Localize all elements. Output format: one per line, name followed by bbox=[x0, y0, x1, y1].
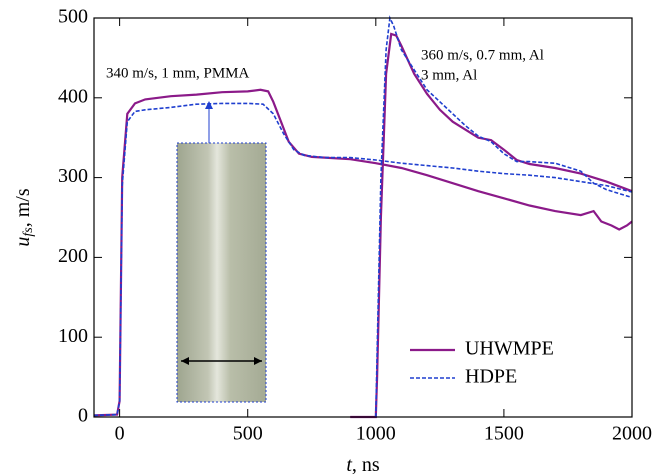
plot-frame bbox=[93, 17, 633, 418]
y-label-var: u bbox=[12, 237, 34, 247]
y-axis-label: ufs, m/s bbox=[12, 188, 37, 246]
x-tick-label: 500 bbox=[233, 423, 263, 445]
y-tick-label: 300 bbox=[58, 165, 88, 187]
x-label-unit: , ns bbox=[352, 454, 380, 476]
x-tick-label: 0 bbox=[115, 423, 125, 445]
y-tick-label: 500 bbox=[58, 6, 88, 28]
series-line bbox=[93, 15, 633, 418]
legend-label: HDPE bbox=[465, 366, 517, 388]
series-line bbox=[93, 32, 633, 419]
annotation: 340 m/s, 1 mm, PMMA bbox=[106, 65, 250, 81]
x-tick-label: 1000 bbox=[356, 423, 396, 445]
y-label-unit: , m/s bbox=[12, 188, 34, 227]
y-tick-label: 400 bbox=[58, 85, 88, 107]
x-axis-label: t, ns bbox=[346, 454, 380, 476]
annotation: 360 m/s, 0.7 mm, Al bbox=[421, 47, 544, 63]
y-tick-label: 200 bbox=[58, 245, 88, 267]
x-tick-label: 2000 bbox=[612, 423, 652, 445]
y-label-sub: fs bbox=[21, 227, 36, 237]
y-tick-label: 0 bbox=[78, 405, 88, 427]
pointer-arrowhead bbox=[205, 101, 213, 109]
x-tick-label: 1500 bbox=[484, 423, 524, 445]
legend-label: UHWMPE bbox=[465, 338, 554, 360]
x-label-var: t bbox=[346, 454, 352, 476]
inset-photo bbox=[176, 142, 267, 403]
y-tick-label: 100 bbox=[58, 325, 88, 347]
annotation: 3 mm, Al bbox=[421, 67, 477, 83]
